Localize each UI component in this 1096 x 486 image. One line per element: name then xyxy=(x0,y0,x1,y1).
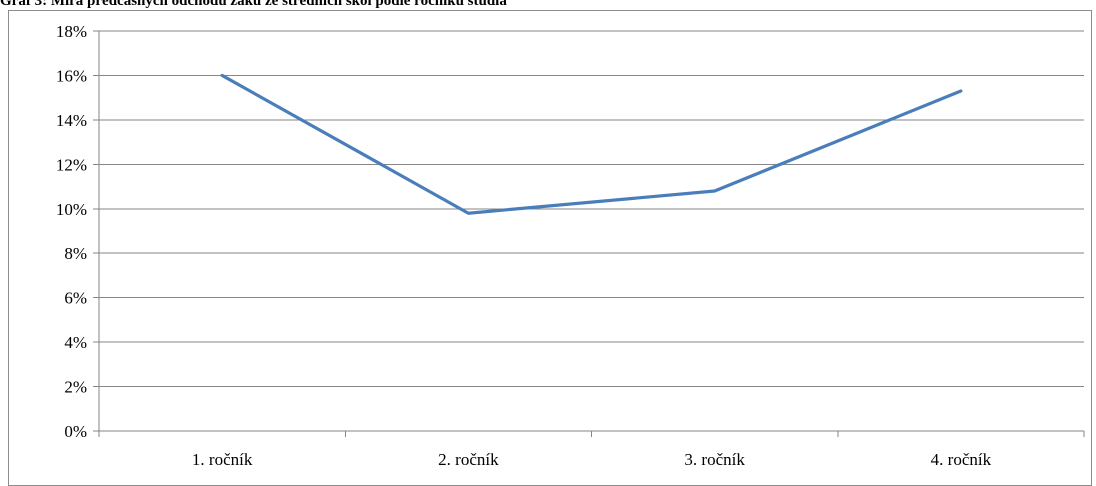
figure-caption: Graf 3: Míra předčasných odchodů žáků ze… xyxy=(0,0,507,9)
y-tick-label: 12% xyxy=(56,155,87,174)
y-tick-label: 6% xyxy=(64,289,87,308)
series-line xyxy=(220,73,963,215)
x-tick-label: 3. ročník xyxy=(684,450,745,469)
x-tick-label: 1. ročník xyxy=(192,450,253,469)
y-tick-label: 4% xyxy=(64,333,87,352)
x-tick-label: 2. ročník xyxy=(438,450,499,469)
y-tick-label: 2% xyxy=(64,378,87,397)
y-tick-label: 18% xyxy=(56,22,87,41)
y-tick-label: 16% xyxy=(56,66,87,85)
y-tick-label: 0% xyxy=(64,422,87,441)
x-tick-label: 4. ročník xyxy=(931,450,992,469)
chart-frame xyxy=(8,10,1092,486)
y-tick-label: 14% xyxy=(56,111,87,130)
y-tick-label: 8% xyxy=(64,244,87,263)
y-tick-label: 10% xyxy=(56,200,87,219)
